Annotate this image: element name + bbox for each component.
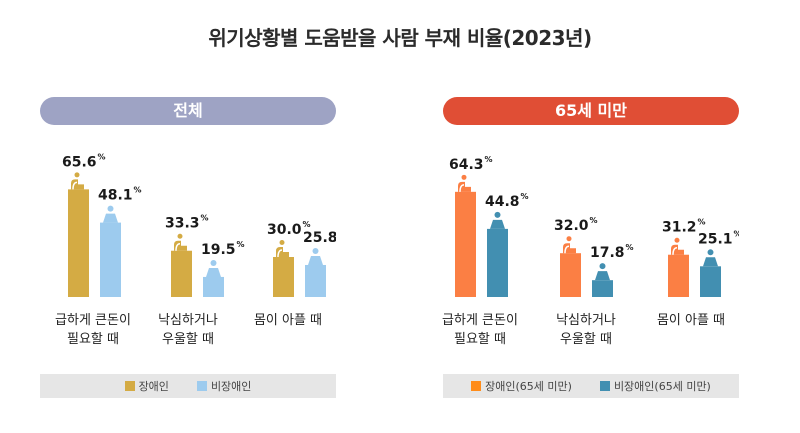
value-label: 65.6 xyxy=(62,154,97,170)
legend-label: 비장애인 xyxy=(210,380,252,393)
bar-group: 30.0% xyxy=(267,220,311,297)
bar-group: 31.2% xyxy=(662,218,706,297)
percent-sign: % xyxy=(303,220,311,229)
bar xyxy=(100,222,121,297)
bar-group: 64.3% xyxy=(449,155,493,297)
bar xyxy=(487,228,508,297)
percent-sign: % xyxy=(734,229,739,238)
percent-sign: % xyxy=(590,216,598,225)
bar xyxy=(560,253,581,297)
percent-sign: % xyxy=(521,192,529,201)
bar xyxy=(203,276,224,297)
percent-sign: % xyxy=(698,218,706,227)
bar xyxy=(68,189,89,297)
value-label: 44.8 xyxy=(485,194,520,210)
legend: 장애인 비장애인 xyxy=(40,374,336,398)
bar xyxy=(668,254,689,297)
legend-swatch xyxy=(124,381,135,391)
bar xyxy=(305,264,326,297)
wheelchair-person-icon xyxy=(458,174,471,192)
category-label: 몸이 아플 때 xyxy=(656,313,726,328)
legend-item: 비장애인 xyxy=(196,378,252,394)
bar-group: 25.1% xyxy=(698,229,739,297)
category-label: 낙심하거나 우울할 때 xyxy=(556,313,616,347)
bar xyxy=(171,250,192,297)
value-label: 19.5 xyxy=(201,242,236,258)
bar-group: 48.1% xyxy=(98,186,142,297)
person-icon xyxy=(206,259,221,277)
wheelchair-person-icon xyxy=(174,233,187,251)
bar-group: 17.8% xyxy=(590,243,634,297)
person-icon xyxy=(703,249,718,267)
bar-group: 65.6% xyxy=(62,152,106,297)
legend-label: 장애인 xyxy=(138,380,169,393)
legend-label: 장애인(65세 미만) xyxy=(485,380,572,393)
value-label: 30.0 xyxy=(267,222,302,238)
legend-item: 장애인(65세 미만) xyxy=(471,378,572,394)
value-label: 31.2 xyxy=(662,220,697,236)
value-label: 48.1 xyxy=(98,188,133,204)
wheelchair-person-icon xyxy=(671,237,684,255)
category-label: 낙심하거나 우울할 때 xyxy=(158,313,218,347)
legend-item: 비장애인(65세 미만) xyxy=(599,378,711,394)
category-label: 몸이 아플 때 xyxy=(253,313,323,328)
person-icon xyxy=(103,205,118,223)
legend-item: 장애인 xyxy=(124,378,169,394)
wheelchair-person-icon xyxy=(276,240,289,258)
bar xyxy=(455,191,476,297)
percent-sign: % xyxy=(201,214,209,223)
value-label: 64.3 xyxy=(449,157,484,173)
percent-sign: % xyxy=(98,152,106,161)
category-label: 급하게 큰돈이 필요할 때 xyxy=(55,313,131,347)
value-label: 25.1 xyxy=(698,231,733,247)
panel-under-65: 65세 미만 64.3%44.8%32.0%17.8%31.2%25.1% 급하… xyxy=(442,97,739,407)
legend-swatch xyxy=(599,381,610,391)
legend-swatch xyxy=(196,381,207,391)
percent-sign: % xyxy=(134,186,142,195)
value-label: 33.3 xyxy=(165,216,200,232)
panel-header: 전체 xyxy=(40,97,336,125)
percent-sign: % xyxy=(626,243,634,252)
bar xyxy=(700,266,721,297)
wheelchair-person-icon xyxy=(563,236,576,254)
bar xyxy=(273,257,294,297)
legend-swatch xyxy=(471,381,482,391)
legend-label: 비장애인(65세 미만) xyxy=(613,380,711,393)
panel-header: 65세 미만 xyxy=(443,97,739,125)
panel-total: 전체 65.6%48.1%33.3%19.5%30.0%25.8% 급하게 큰돈… xyxy=(40,97,336,407)
bar-group: 19.5% xyxy=(201,240,245,297)
category-label: 급하게 큰돈이 필요할 때 xyxy=(442,313,518,347)
bar-group: 33.3% xyxy=(165,214,209,297)
person-icon xyxy=(490,211,505,229)
bar-plot: 65.6%48.1%33.3%19.5%30.0%25.8% xyxy=(62,152,336,297)
legend: 장애인(65세 미만) 비장애인(65세 미만) xyxy=(443,374,739,398)
bar-group: 44.8% xyxy=(485,192,529,297)
bar-plot: 64.3%44.8%32.0%17.8%31.2%25.1% xyxy=(449,155,739,297)
value-label: 25.8 xyxy=(303,230,336,246)
bar-group: 25.8% xyxy=(303,230,336,297)
percent-sign: % xyxy=(237,240,245,249)
bar xyxy=(592,280,613,297)
bar-group: 32.0% xyxy=(554,216,598,297)
person-icon xyxy=(595,263,610,281)
percent-sign: % xyxy=(485,155,493,164)
value-label: 32.0 xyxy=(554,218,589,234)
wheelchair-person-icon xyxy=(71,172,84,190)
person-icon xyxy=(308,247,323,265)
chart-title: 위기상황별 도움받을 사람 부재 비율(2023년) xyxy=(208,26,592,50)
value-label: 17.8 xyxy=(590,245,625,261)
